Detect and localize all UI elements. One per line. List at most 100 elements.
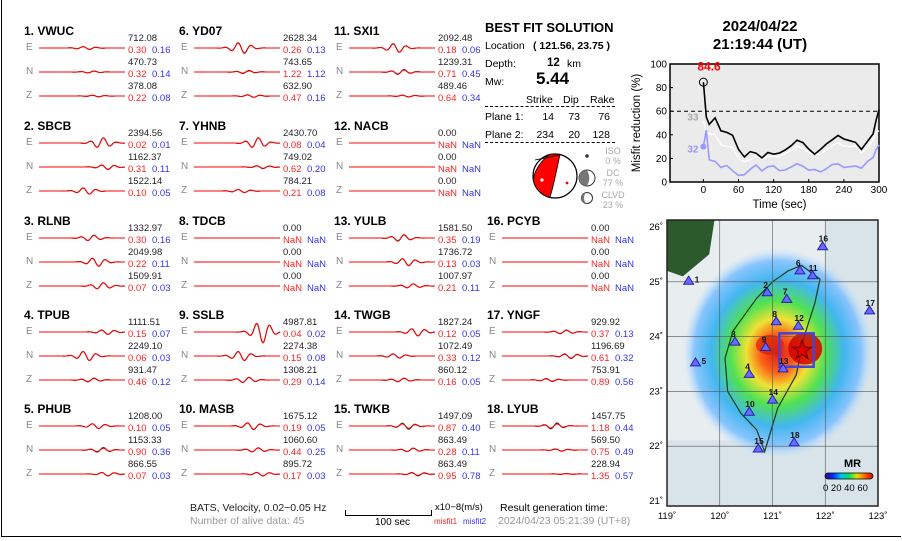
station-triangle-icon	[729, 336, 741, 346]
misfit1-value: 0.31	[128, 164, 147, 175]
misfit1-value: 0.87	[438, 423, 457, 434]
misfit1-value: 0.10	[128, 423, 147, 434]
misfit2-value: 0.16	[152, 235, 171, 246]
amplitude-value: 1497.09	[438, 411, 473, 422]
misfit1-value: 0.47	[283, 93, 302, 104]
plot-area	[669, 63, 880, 183]
synthetic-trace	[502, 448, 588, 452]
misfit2-value: 0.56	[615, 377, 634, 388]
misfit1-value: 1.22	[283, 69, 302, 80]
waveform	[502, 237, 588, 239]
component-label: N	[336, 161, 344, 172]
component-label: E	[489, 232, 496, 243]
waveform	[39, 423, 125, 430]
amplitude-value: 1072.49	[438, 341, 473, 352]
misfit1-value: 0.13	[438, 259, 457, 270]
waveform	[349, 283, 435, 289]
event-date: 2024/04/22	[722, 18, 798, 35]
synthetic-trace	[39, 94, 125, 98]
component-label: E	[336, 232, 343, 243]
amplitude-value: 632.90	[283, 81, 313, 92]
amplitude-value: 378.08	[128, 81, 158, 92]
x-tick-label: 120	[765, 185, 782, 196]
station-number: 8	[772, 309, 777, 319]
station-number: 18	[790, 430, 800, 440]
plane-strike: 14	[542, 111, 554, 123]
amplitude-value: 228.94	[591, 459, 621, 470]
synthetic-trace	[349, 43, 435, 53]
misfit2-value: 0.25	[307, 447, 326, 458]
component-label: Z	[336, 90, 343, 101]
colorbar-title: MR	[844, 458, 861, 470]
misfit1-value: 0.26	[283, 45, 302, 56]
amplitude-value: 0.00	[591, 247, 610, 258]
misfit1-value: 0.07	[128, 283, 147, 294]
component-label: N	[181, 444, 189, 455]
station-number: 3	[731, 329, 736, 339]
amplitude-value: 470.73	[128, 57, 158, 68]
station-number: 17	[866, 298, 876, 308]
synthetic-trace	[39, 377, 125, 383]
waveform	[349, 94, 435, 98]
plane-label: Plane 1:	[485, 111, 524, 123]
component-label: E	[26, 42, 33, 53]
station-triangle-icon	[770, 315, 783, 326]
x-tick-label: 0	[701, 185, 707, 196]
generation-time-label: Result generation time:	[500, 502, 608, 514]
amplitude-value: 1457.75	[591, 411, 626, 422]
peak-marker	[698, 77, 708, 87]
amplitude-value: 1736.72	[438, 247, 473, 258]
waveform	[39, 257, 125, 267]
x-axis-label: Time (sec)	[753, 199, 807, 211]
component-label: N	[181, 161, 189, 172]
misfit2-value: 0.45	[462, 69, 481, 80]
component-label: N	[489, 350, 497, 361]
header-dip: Dip	[563, 94, 579, 106]
lon-tick-label: 119˚	[658, 511, 676, 522]
dc-icon	[578, 169, 596, 187]
amplitude-value: 1111.51	[128, 317, 161, 328]
component-label: Z	[336, 468, 343, 479]
misfit2-value: NaN	[462, 140, 482, 151]
china-coast	[667, 220, 715, 277]
station-number: 15	[754, 436, 764, 446]
misfit1-value: NaN	[283, 259, 303, 270]
x-tick-label: 240	[836, 185, 853, 196]
synthetic-trace	[194, 447, 280, 453]
waveform	[39, 329, 126, 335]
misfit1-value: 0.10	[128, 188, 147, 199]
misfit2-value: 0.40	[462, 423, 481, 434]
component-label: E	[26, 137, 33, 148]
component-label: N	[26, 161, 34, 172]
amplitude-value: 1675.12	[283, 411, 318, 422]
colorbar	[824, 472, 874, 480]
amplitude-value: 2274.38	[283, 341, 318, 352]
component-label: N	[336, 350, 344, 361]
peak-label: 84.6	[697, 60, 721, 74]
misfit1-value: 0.30	[128, 235, 147, 246]
component-label: Z	[489, 468, 496, 479]
component-label: E	[26, 232, 33, 243]
misfit2-value: 0.05	[462, 329, 481, 340]
station-title: 11. SXI1	[334, 24, 380, 38]
station-title: 15. TWKB	[334, 402, 391, 416]
misfit2-value: NaN	[615, 235, 635, 246]
y-tick-label: 100	[650, 60, 667, 71]
waveform	[502, 285, 588, 287]
synthetic-trace	[39, 187, 125, 195]
unit-label: x10−8(m/s)	[435, 502, 483, 513]
table-divider	[485, 142, 615, 143]
amplitude-value: 1007.97	[438, 271, 473, 282]
misfit1-legend: misfit1	[434, 517, 458, 526]
component-label: N	[336, 256, 344, 267]
amplitude-value: 0.00	[283, 247, 302, 258]
misfit1-value: 0.17	[283, 471, 302, 482]
misfit2-value: 0.78	[462, 471, 481, 482]
station-number: 5	[701, 356, 706, 366]
synthetic-trace	[39, 329, 126, 335]
waveform	[349, 422, 435, 430]
waveform	[39, 234, 125, 242]
amplitude-value: 866.55	[128, 459, 158, 470]
component-label: E	[489, 326, 496, 337]
misfit1-value: 0.02	[128, 140, 147, 151]
